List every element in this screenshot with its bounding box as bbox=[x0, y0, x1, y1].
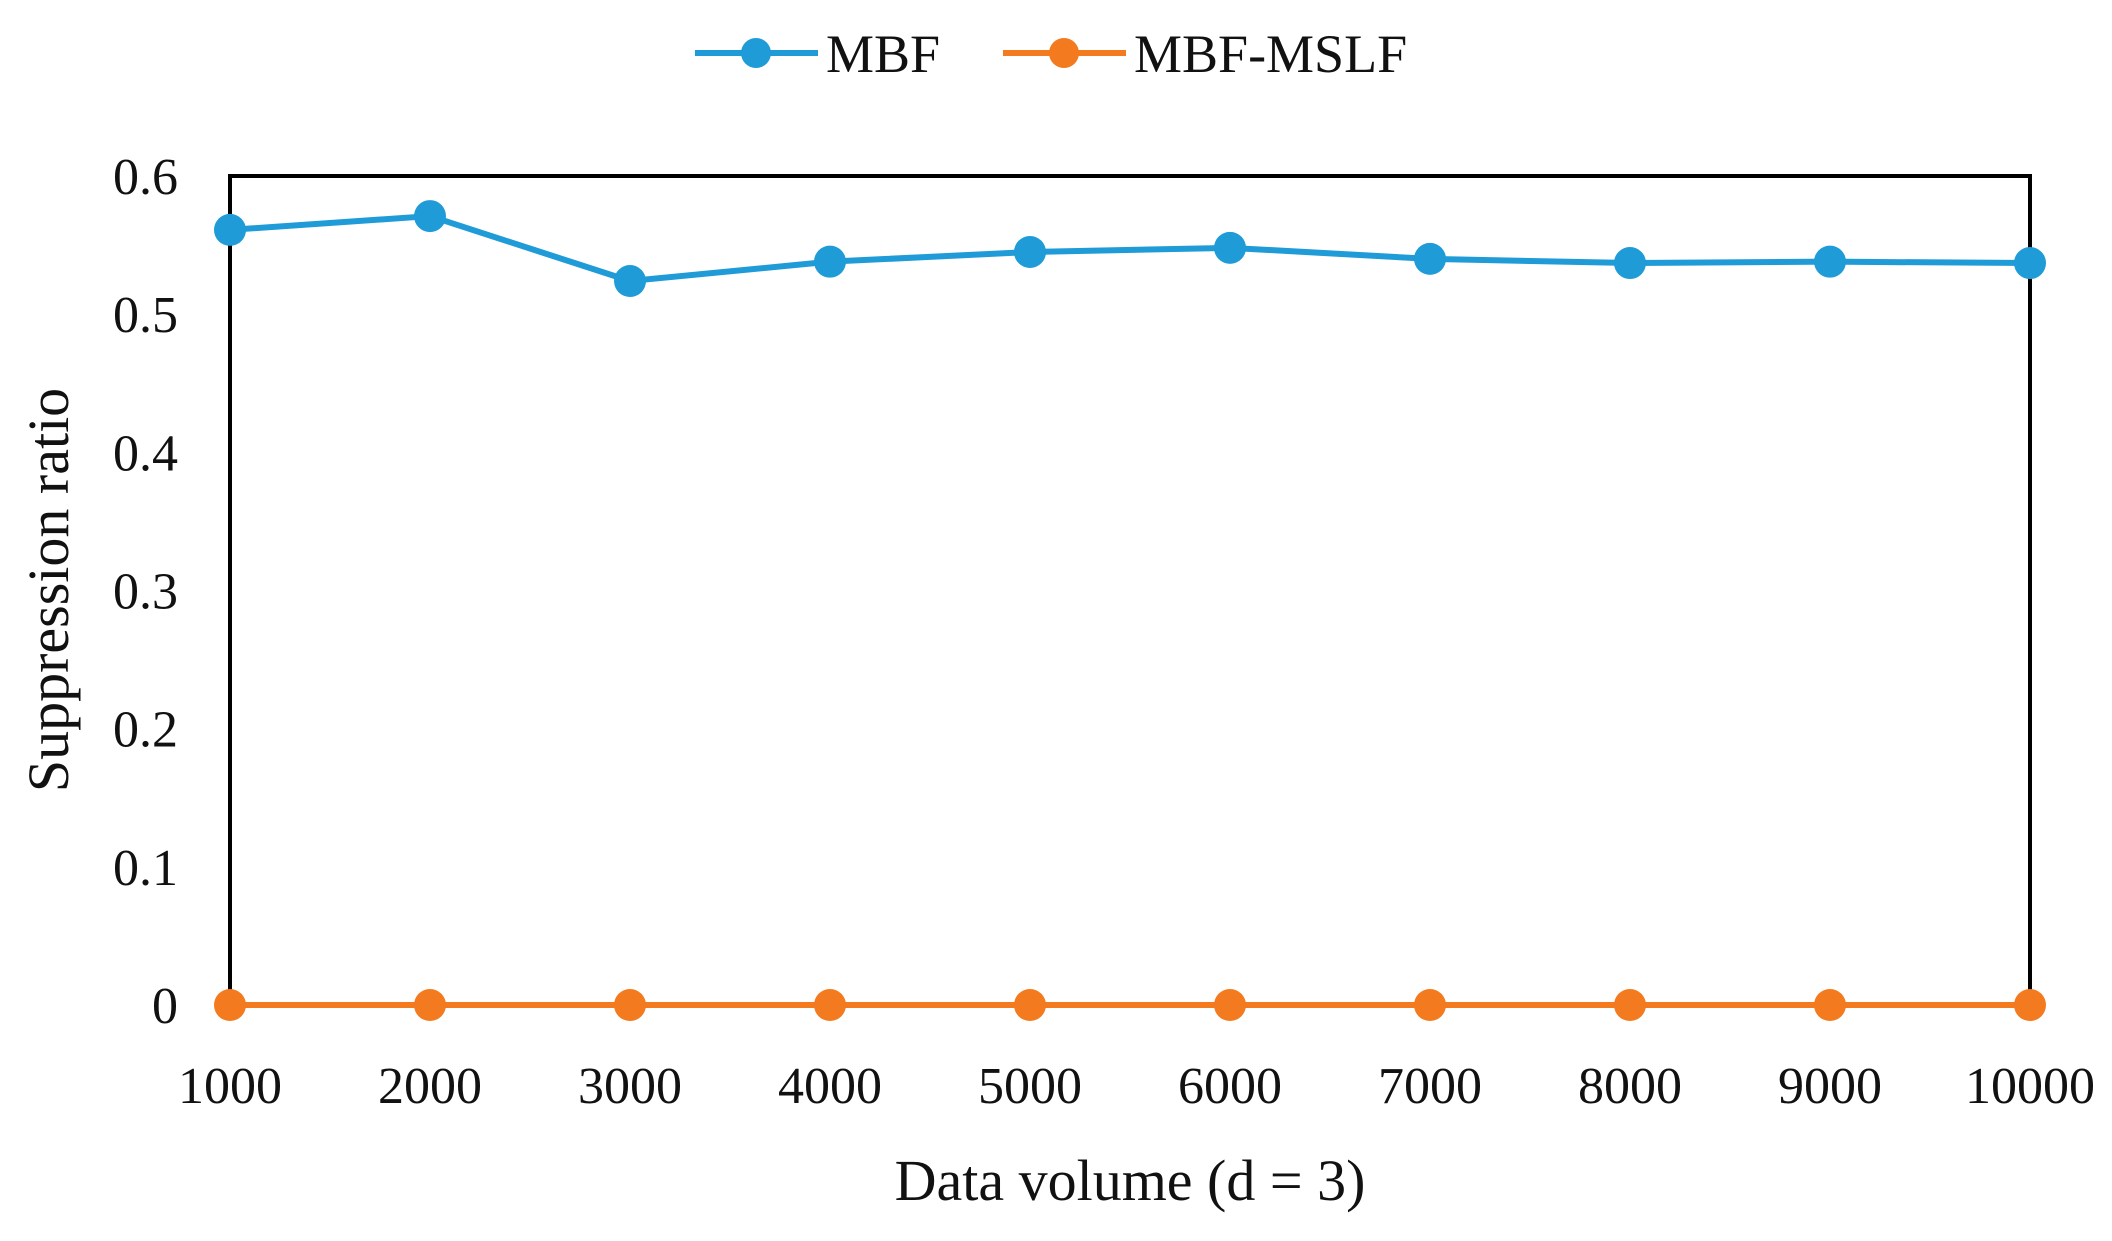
y-tick-label: 0.5 bbox=[113, 287, 178, 344]
series-layer bbox=[214, 200, 2046, 1021]
plot-area bbox=[228, 174, 2032, 1007]
x-axis-title: Data volume (d = 3) bbox=[895, 1148, 1366, 1213]
x-tick-label: 8000 bbox=[1578, 1058, 1682, 1115]
data-point-mbf-mslf bbox=[614, 989, 646, 1021]
legend-item-mbf: MBF bbox=[695, 24, 940, 84]
x-tick-label: 9000 bbox=[1778, 1058, 1882, 1115]
legend: MBF MBF-MSLF bbox=[695, 24, 1407, 84]
legend-marker-mbf-mslf bbox=[1049, 38, 1079, 68]
data-point-mbf-mslf bbox=[1214, 989, 1246, 1021]
data-point-mbf bbox=[1814, 245, 1846, 278]
data-point-mbf-mslf bbox=[1614, 989, 1646, 1021]
data-point-mbf bbox=[1414, 242, 1446, 275]
y-tick-label: 0.2 bbox=[113, 702, 178, 759]
x-tick-label: 3000 bbox=[578, 1058, 682, 1115]
x-tick-label: 1000 bbox=[178, 1058, 282, 1115]
data-point-mbf bbox=[614, 265, 646, 298]
legend-label-mbf-mslf: MBF-MSLF bbox=[1134, 24, 1407, 84]
legend-marker-mbf bbox=[741, 38, 771, 68]
y-tick-label: 0 bbox=[152, 978, 178, 1035]
x-tick-label: 4000 bbox=[778, 1058, 882, 1115]
y-axis-title: Suppression ratio bbox=[16, 388, 81, 792]
data-point-mbf bbox=[414, 200, 446, 233]
x-tick-label: 5000 bbox=[978, 1058, 1082, 1115]
x-tick-label: 10000 bbox=[1965, 1058, 2095, 1115]
y-tick-label: 0.3 bbox=[113, 564, 178, 621]
data-point-mbf-mslf bbox=[214, 989, 246, 1021]
legend-item-mbf-mslf: MBF-MSLF bbox=[1003, 24, 1407, 84]
data-point-mbf-mslf bbox=[1414, 989, 1446, 1021]
data-point-mbf bbox=[1614, 247, 1646, 280]
x-tick-label: 2000 bbox=[378, 1058, 482, 1115]
legend-label-mbf: MBF bbox=[826, 24, 940, 84]
data-point-mbf bbox=[1214, 231, 1246, 264]
data-point-mbf-mslf bbox=[2014, 989, 2046, 1021]
data-point-mbf-mslf bbox=[1014, 989, 1046, 1021]
data-point-mbf bbox=[214, 213, 246, 246]
y-tick-label: 0.6 bbox=[113, 149, 178, 206]
data-point-mbf bbox=[1014, 235, 1046, 268]
data-point-mbf bbox=[2014, 247, 2046, 280]
y-tick-label: 0.1 bbox=[113, 840, 178, 897]
series-line-mbf bbox=[229, 213, 2031, 285]
x-tick-label: 6000 bbox=[1178, 1058, 1282, 1115]
x-axis-ticks: 1000 2000 3000 4000 5000 6000 7000 8000 9000 1000… bbox=[178, 1058, 2095, 1115]
y-tick-label: 0.4 bbox=[113, 425, 178, 482]
y-axis-ticks: 0 0.1 0.2 0.3 0.4 0.5 0.6 bbox=[113, 149, 178, 1035]
x-tick-label: 7000 bbox=[1378, 1058, 1482, 1115]
data-point-mbf bbox=[814, 245, 846, 278]
data-point-mbf-mslf bbox=[1814, 989, 1846, 1021]
data-point-mbf-mslf bbox=[414, 989, 446, 1021]
data-point-mbf-mslf bbox=[814, 989, 846, 1021]
